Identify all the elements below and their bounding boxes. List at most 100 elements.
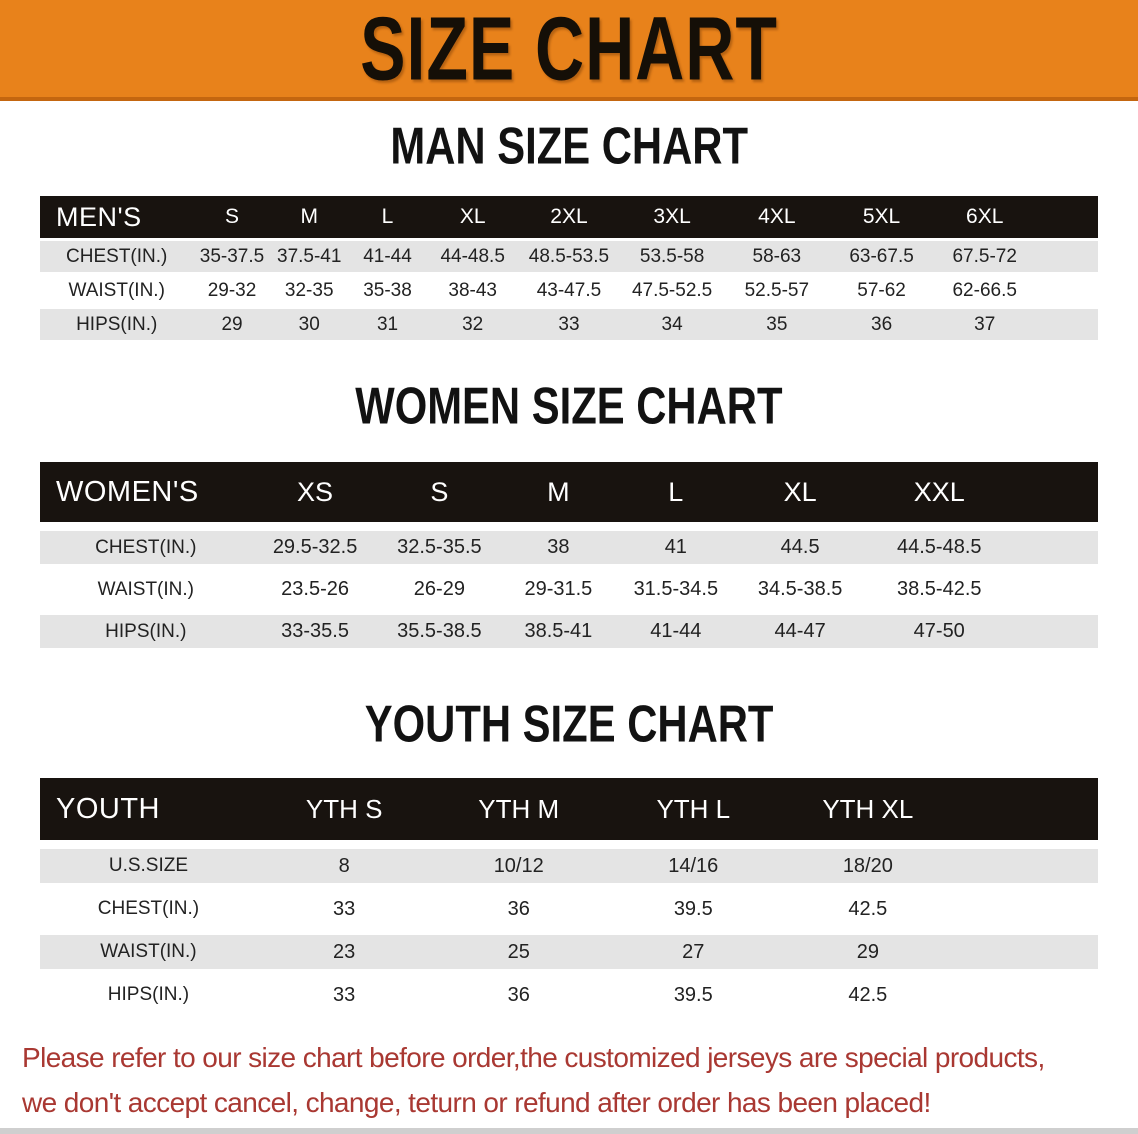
- women-col-filler: [1013, 462, 1098, 522]
- size-cell: 37: [933, 309, 1036, 340]
- size-cell: 10/12: [431, 849, 606, 883]
- youth-col-m: YTH M: [431, 778, 606, 840]
- women-heading-text: WOMEN SIZE CHART: [355, 377, 783, 436]
- men-col-xl: XL: [427, 196, 519, 238]
- men-col-2xl: 2XL: [518, 196, 620, 238]
- filler-cell: [1013, 573, 1098, 606]
- women-col-l: L: [616, 462, 736, 522]
- filler-cell: [955, 849, 1098, 883]
- size-cell: 42.5: [780, 892, 956, 926]
- size-cell: 31: [347, 309, 428, 340]
- disclaimer-line-1: Please refer to our size chart before or…: [22, 1042, 1045, 1073]
- row-label: CHEST(IN.): [40, 241, 194, 272]
- size-cell: 18/20: [780, 849, 956, 883]
- size-cell: 29.5-32.5: [251, 531, 379, 564]
- size-cell: 38.5-41: [500, 615, 617, 648]
- youth-waist-row: WAIST(IN.) 23 25 27 29: [40, 935, 1098, 969]
- size-cell: 47-50: [865, 615, 1014, 648]
- men-heading-text: MAN SIZE CHART: [390, 117, 748, 176]
- size-cell: 32: [427, 309, 519, 340]
- row-label: CHEST(IN.): [40, 892, 257, 926]
- disclaimer-text: Please refer to our size chart before or…: [22, 1035, 1138, 1125]
- size-cell: 53.5-58: [619, 241, 725, 272]
- size-cell: 27: [606, 935, 781, 969]
- men-waist-row: WAIST(IN.) 29-32 32-35 35-38 38-43 43-47…: [40, 275, 1098, 306]
- women-chest-row: CHEST(IN.) 29.5-32.5 32.5-35.5 38 41 44.…: [40, 531, 1098, 564]
- size-cell: 38: [500, 531, 617, 564]
- size-cell: 36: [431, 892, 606, 926]
- size-cell: 63-67.5: [829, 241, 934, 272]
- size-cell: 48.5-53.5: [518, 241, 620, 272]
- women-col-m: M: [500, 462, 617, 522]
- men-size-table: MEN'S S M L XL 2XL 3XL 4XL 5XL 6XL CHEST…: [40, 193, 1098, 343]
- women-hips-row: HIPS(IN.) 33-35.5 35.5-38.5 38.5-41 41-4…: [40, 615, 1098, 648]
- women-size-table: WOMEN'S XS S M L XL XXL CHEST(IN.) 29.5-…: [40, 453, 1098, 657]
- size-cell: 35-37.5: [193, 241, 271, 272]
- women-section-heading: WOMEN SIZE CHART: [0, 378, 1138, 436]
- size-cell: 47.5-52.5: [619, 275, 725, 306]
- men-col-filler: [1035, 196, 1098, 238]
- men-chest-row: CHEST(IN.) 35-37.5 37.5-41 41-44 44-48.5…: [40, 241, 1098, 272]
- size-cell: 32-35: [270, 275, 348, 306]
- size-cell: 35-38: [347, 275, 428, 306]
- disclaimer-line-2: we don't accept cancel, change, teturn o…: [22, 1087, 931, 1118]
- men-col-6xl: 6XL: [933, 196, 1036, 238]
- size-cell: 44-47: [735, 615, 866, 648]
- banner-title: SIZE CHART: [360, 0, 778, 100]
- row-label: WAIST(IN.): [40, 275, 194, 306]
- men-section-heading: MAN SIZE CHART: [0, 118, 1138, 176]
- size-cell: 29: [780, 935, 956, 969]
- youth-col-filler: [955, 778, 1098, 840]
- men-col-s: S: [193, 196, 271, 238]
- youth-ussize-row: U.S.SIZE 8 10/12 14/16 18/20: [40, 849, 1098, 883]
- size-cell: 39.5: [606, 978, 781, 1012]
- size-cell: 33: [256, 978, 432, 1012]
- size-cell: 23.5-26: [251, 573, 379, 606]
- size-cell: 58-63: [724, 241, 830, 272]
- youth-col-xl: YTH XL: [780, 778, 956, 840]
- size-cell: 33: [518, 309, 620, 340]
- youth-size-table: YOUTH YTH S YTH M YTH L YTH XL U.S.SIZE …: [40, 769, 1098, 1021]
- women-header-row: WOMEN'S XS S M L XL XXL: [40, 462, 1098, 522]
- men-col-l: L: [347, 196, 428, 238]
- size-cell: 42.5: [780, 978, 956, 1012]
- size-cell: 23: [256, 935, 432, 969]
- men-table-label: MEN'S: [40, 196, 194, 238]
- size-cell: 29-32: [193, 275, 271, 306]
- women-col-xs: XS: [251, 462, 379, 522]
- men-col-5xl: 5XL: [829, 196, 934, 238]
- row-label: WAIST(IN.): [40, 573, 252, 606]
- size-cell: 44-48.5: [427, 241, 519, 272]
- size-cell: 39.5: [606, 892, 781, 926]
- filler-cell: [1013, 615, 1098, 648]
- size-cell: 29-31.5: [500, 573, 617, 606]
- youth-heading-text: YOUTH SIZE CHART: [364, 695, 774, 754]
- men-hips-row: HIPS(IN.) 29 30 31 32 33 34 35 36 37: [40, 309, 1098, 340]
- filler-cell: [1035, 275, 1098, 306]
- size-cell: 38.5-42.5: [865, 573, 1014, 606]
- men-col-4xl: 4XL: [724, 196, 830, 238]
- size-cell: 37.5-41: [270, 241, 348, 272]
- men-header-row: MEN'S S M L XL 2XL 3XL 4XL 5XL 6XL: [40, 196, 1098, 238]
- size-cell: 41: [616, 531, 736, 564]
- size-cell: 30: [270, 309, 348, 340]
- size-cell: 26-29: [378, 573, 501, 606]
- women-col-xxl: XXL: [865, 462, 1014, 522]
- size-cell: 8: [256, 849, 432, 883]
- size-cell: 43-47.5: [518, 275, 620, 306]
- row-label: U.S.SIZE: [40, 849, 257, 883]
- size-cell: 36: [431, 978, 606, 1012]
- row-label: HIPS(IN.): [40, 615, 252, 648]
- men-col-m: M: [270, 196, 348, 238]
- youth-section-heading: YOUTH SIZE CHART: [0, 696, 1138, 754]
- youth-col-s: YTH S: [256, 778, 432, 840]
- filler-cell: [955, 935, 1098, 969]
- size-cell: 33-35.5: [251, 615, 379, 648]
- size-cell: 44.5: [735, 531, 866, 564]
- size-cell: 38-43: [427, 275, 519, 306]
- youth-chest-row: CHEST(IN.) 33 36 39.5 42.5: [40, 892, 1098, 926]
- size-cell: 29: [193, 309, 271, 340]
- filler-cell: [1035, 309, 1098, 340]
- size-cell: 35.5-38.5: [378, 615, 501, 648]
